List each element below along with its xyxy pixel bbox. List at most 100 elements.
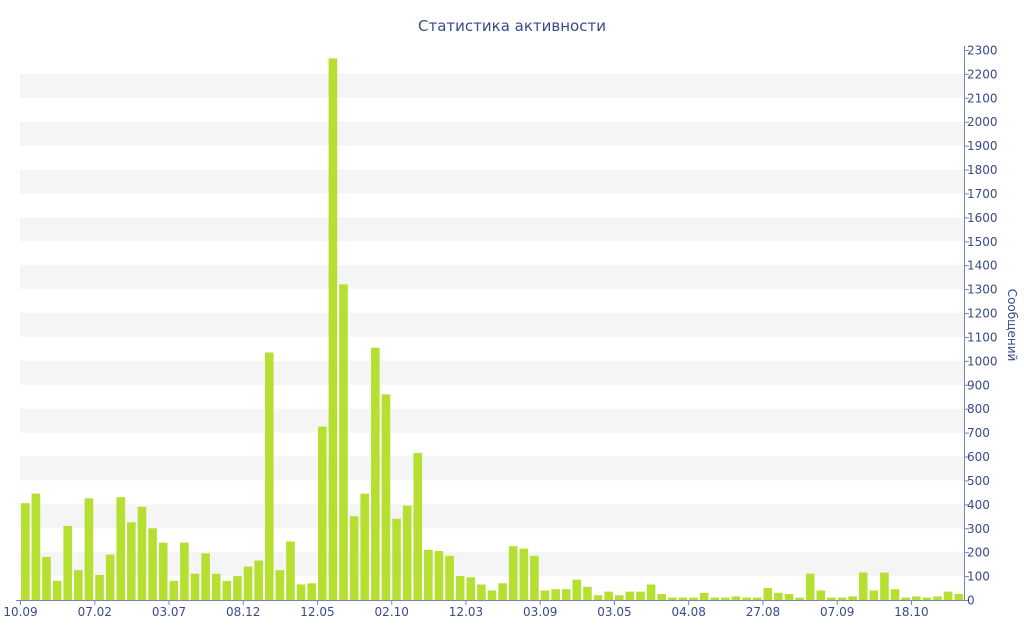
x-tick-label: 10.09	[3, 605, 37, 619]
bar	[275, 570, 285, 600]
bar	[668, 597, 677, 600]
grid-band	[20, 456, 964, 481]
bar	[721, 597, 730, 600]
bar	[413, 452, 423, 600]
bar	[911, 596, 921, 600]
bar	[816, 590, 826, 600]
y-tick-label: 1600	[967, 211, 998, 225]
bar	[201, 553, 210, 600]
bar	[190, 573, 200, 600]
bar	[922, 597, 932, 600]
x-tick-label: 08.12	[226, 605, 260, 619]
bar	[233, 576, 242, 600]
grid-band	[20, 73, 964, 98]
bar	[402, 505, 412, 600]
y-tick-label: 400	[967, 498, 990, 512]
bar	[763, 588, 773, 600]
y-tick-label: 1400	[967, 259, 998, 273]
x-tick-label: 04.08	[672, 605, 706, 619]
y-tick-label: 1500	[967, 235, 998, 249]
bar	[95, 574, 104, 600]
bar	[954, 594, 963, 600]
bar	[296, 584, 306, 600]
bar	[360, 493, 370, 600]
bar	[837, 597, 847, 600]
grid-band	[20, 121, 964, 146]
x-tick-label: 07.02	[78, 605, 112, 619]
bar	[933, 596, 942, 600]
y-tick-label: 0	[967, 594, 975, 608]
y-tick-label: 200	[967, 546, 990, 560]
bar	[349, 516, 359, 600]
bar	[519, 548, 529, 600]
bar	[63, 525, 73, 600]
bar	[21, 503, 30, 600]
bar	[264, 352, 274, 600]
bar	[593, 595, 603, 600]
bar	[561, 589, 571, 600]
bar	[890, 589, 900, 600]
bar	[127, 522, 136, 600]
bar	[339, 284, 348, 600]
bar	[307, 583, 316, 600]
bar	[74, 570, 83, 600]
bar	[286, 541, 295, 600]
bar	[487, 590, 497, 600]
chart-title: Статистика активности	[418, 17, 606, 35]
bar	[530, 555, 539, 600]
y-tick-label: 2300	[967, 44, 998, 58]
grid-bands	[20, 73, 964, 577]
bar	[371, 347, 380, 600]
y-tick-label: 1000	[967, 354, 998, 368]
bar	[848, 596, 857, 600]
bar	[148, 528, 157, 600]
bar	[169, 580, 179, 600]
bar	[731, 596, 741, 600]
bar	[254, 560, 263, 600]
bar	[805, 573, 815, 600]
y-tick-label: 1700	[967, 187, 998, 201]
grid-band	[20, 504, 964, 529]
y-axis-title: Сообщений	[1005, 289, 1019, 362]
x-tick-label: 02.10	[375, 605, 409, 619]
y-axis: 0 100 200 300 400 500 600 700 800 900 1000 1100 1200…	[964, 44, 998, 608]
bar	[116, 497, 126, 600]
bar	[901, 597, 910, 600]
grid-band	[20, 217, 964, 242]
y-tick-label: 1300	[967, 283, 998, 297]
bar	[752, 597, 762, 600]
bar	[52, 580, 62, 600]
bar	[84, 498, 94, 600]
bar	[604, 591, 613, 600]
bar	[477, 584, 486, 600]
bar	[466, 577, 476, 600]
bar	[646, 584, 656, 600]
y-tick-label: 600	[967, 450, 990, 464]
y-tick-label: 1800	[967, 163, 998, 177]
grid-band	[20, 408, 964, 433]
bar	[445, 555, 454, 600]
bar	[551, 589, 560, 600]
x-axis: 10.09 07.02 03.07 08.12 12.05 02.10 12.03 03.09…	[3, 600, 964, 619]
x-tick-label: 18.10	[894, 605, 928, 619]
bar	[31, 493, 41, 600]
bar	[455, 576, 465, 600]
y-tick-label: 2100	[967, 91, 998, 105]
bar	[784, 594, 794, 600]
x-tick-label: 03.09	[523, 605, 557, 619]
bar	[42, 556, 51, 600]
bar	[614, 595, 624, 600]
bar	[657, 594, 667, 600]
bar	[710, 597, 720, 600]
y-tick-label: 100	[967, 570, 990, 584]
x-tick-label: 07.09	[820, 605, 854, 619]
bar	[774, 592, 783, 600]
bar	[180, 542, 189, 600]
y-tick-label: 700	[967, 426, 990, 440]
y-tick-label: 300	[967, 522, 990, 536]
bar	[636, 591, 645, 600]
y-tick-label: 1200	[967, 307, 998, 321]
grid-band	[20, 169, 964, 194]
bar	[392, 518, 401, 600]
